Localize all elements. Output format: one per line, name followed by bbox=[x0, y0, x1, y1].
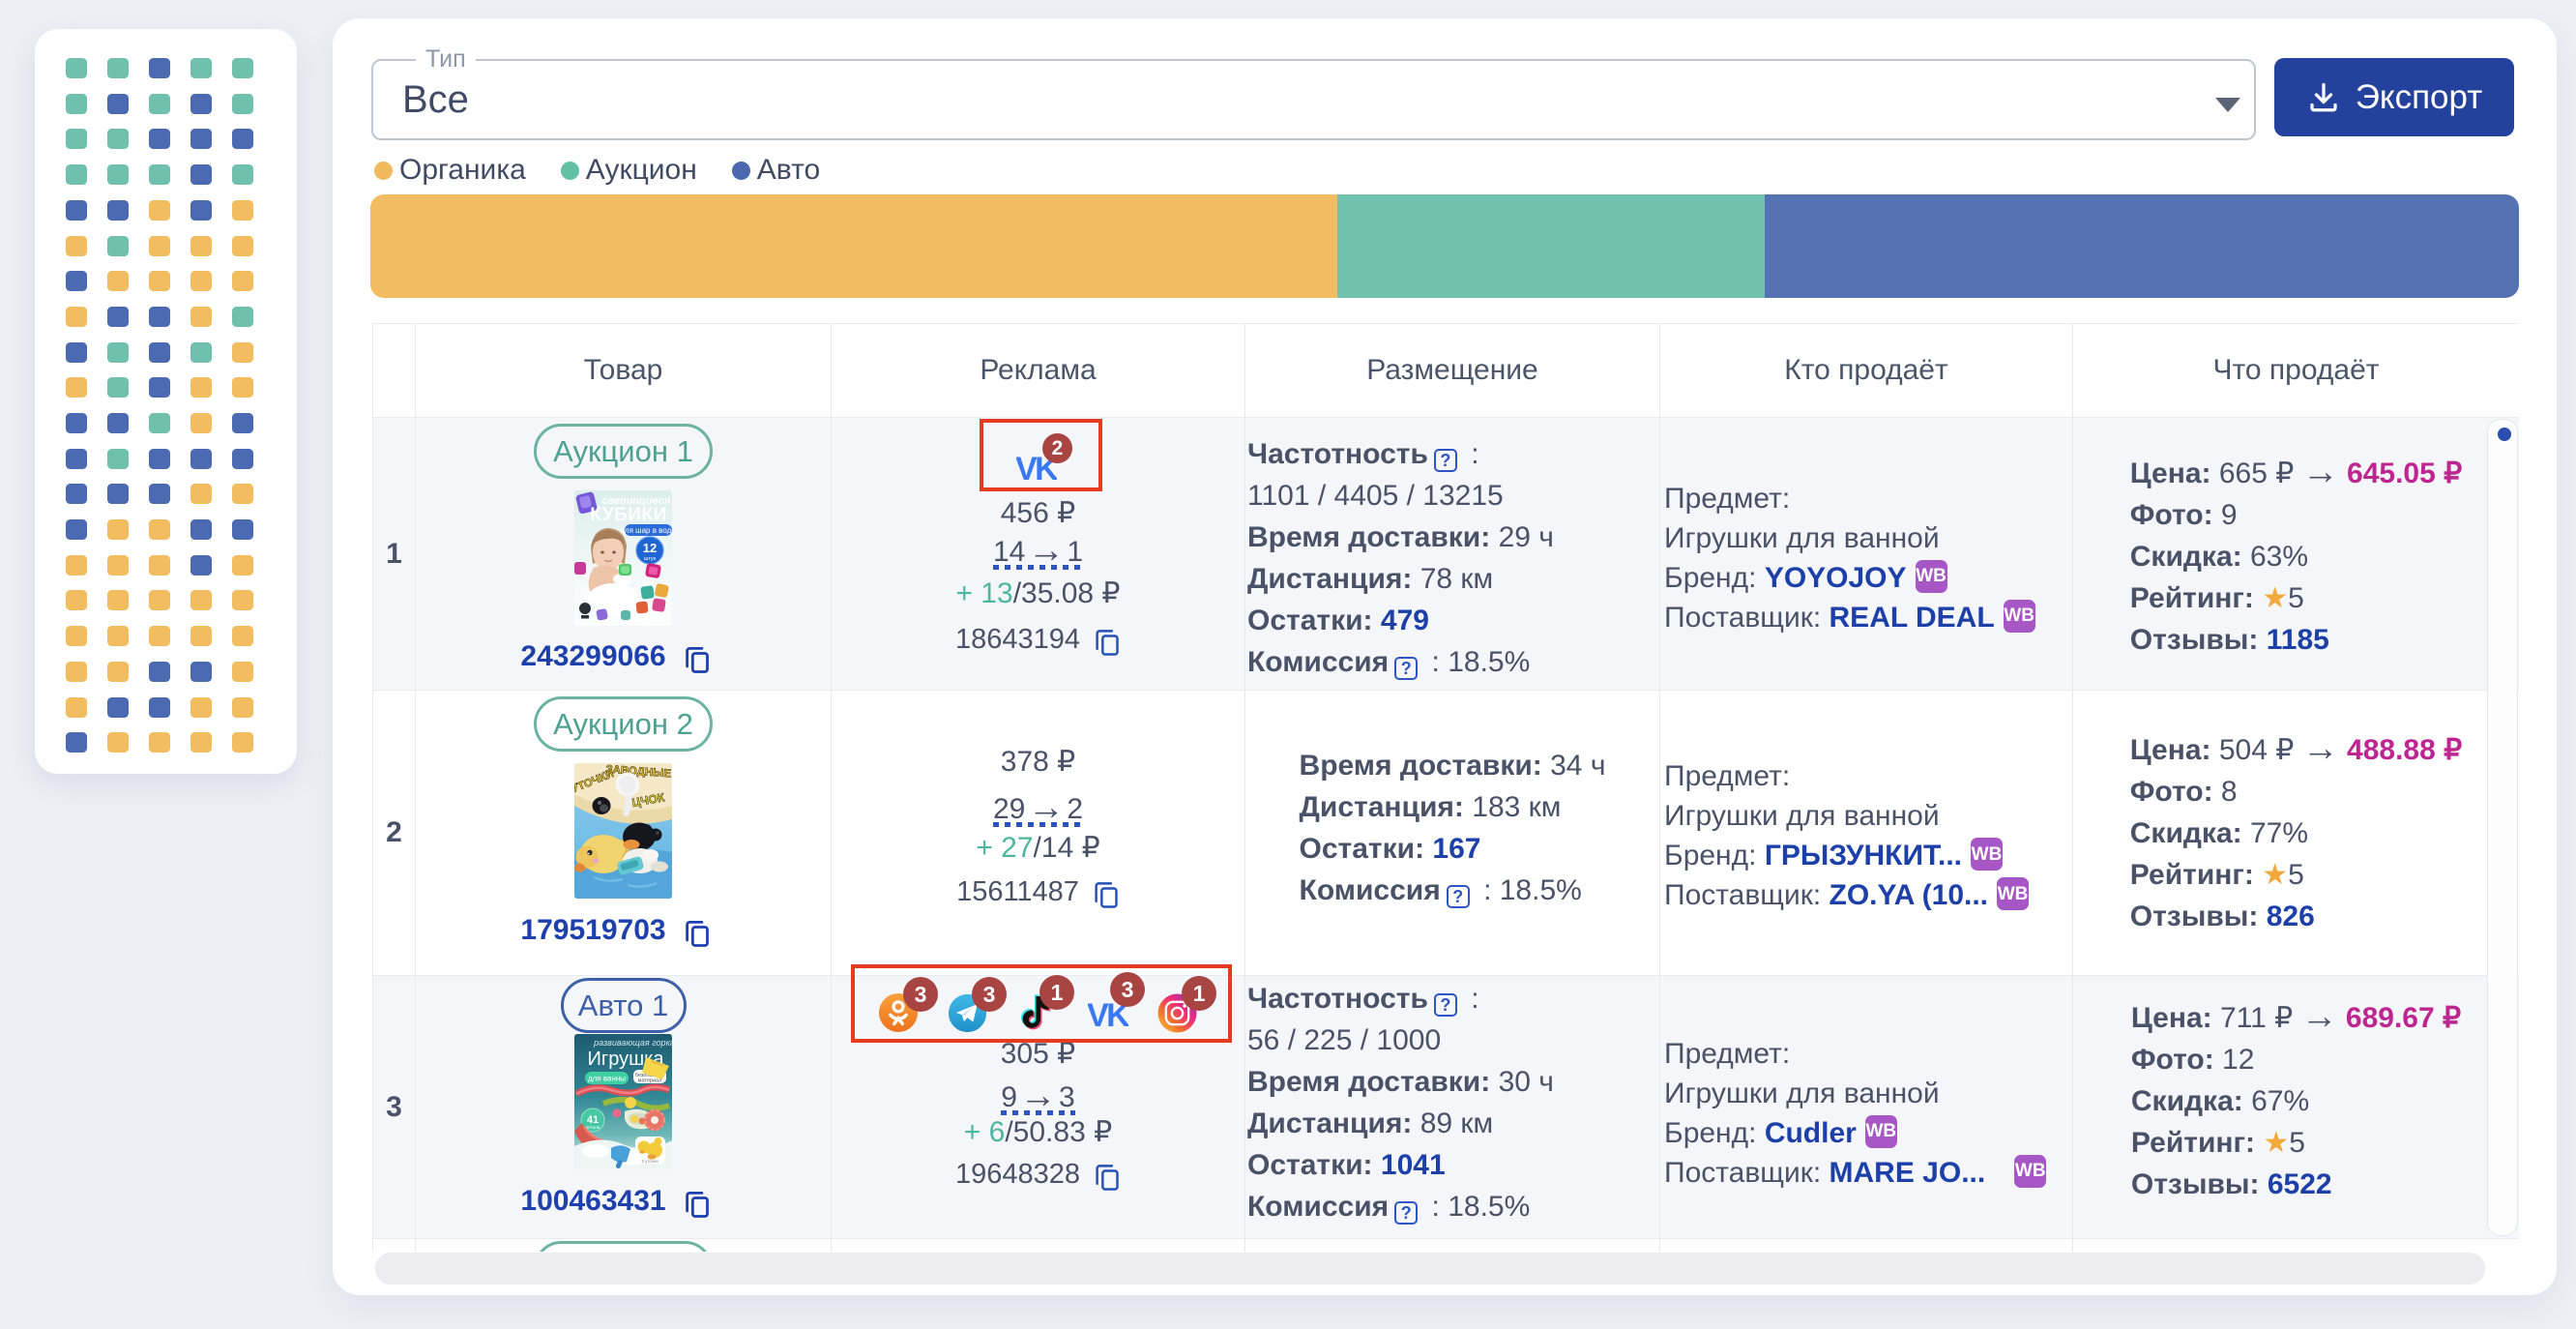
svg-text:КУБИКИ: КУБИКИ bbox=[590, 505, 666, 525]
svg-text:41: 41 bbox=[587, 1114, 599, 1126]
svg-text:для шар в воде: для шар в воде bbox=[620, 526, 672, 535]
svg-text:2 уточки: 2 уточки bbox=[641, 1159, 659, 1164]
svg-text:развивающая горка: развивающая горка bbox=[593, 1038, 672, 1048]
svg-text:штук: штук bbox=[644, 556, 657, 562]
svg-text:для ванны: для ванны bbox=[588, 1075, 626, 1083]
svg-text:12: 12 bbox=[643, 541, 657, 555]
svg-text:ЦЧОК: ЦЧОК bbox=[630, 790, 665, 810]
svg-text:детали: детали bbox=[586, 1125, 600, 1130]
svg-text:светящиеся: светящиеся bbox=[602, 495, 671, 507]
svg-text:материал: материал bbox=[638, 1078, 662, 1084]
